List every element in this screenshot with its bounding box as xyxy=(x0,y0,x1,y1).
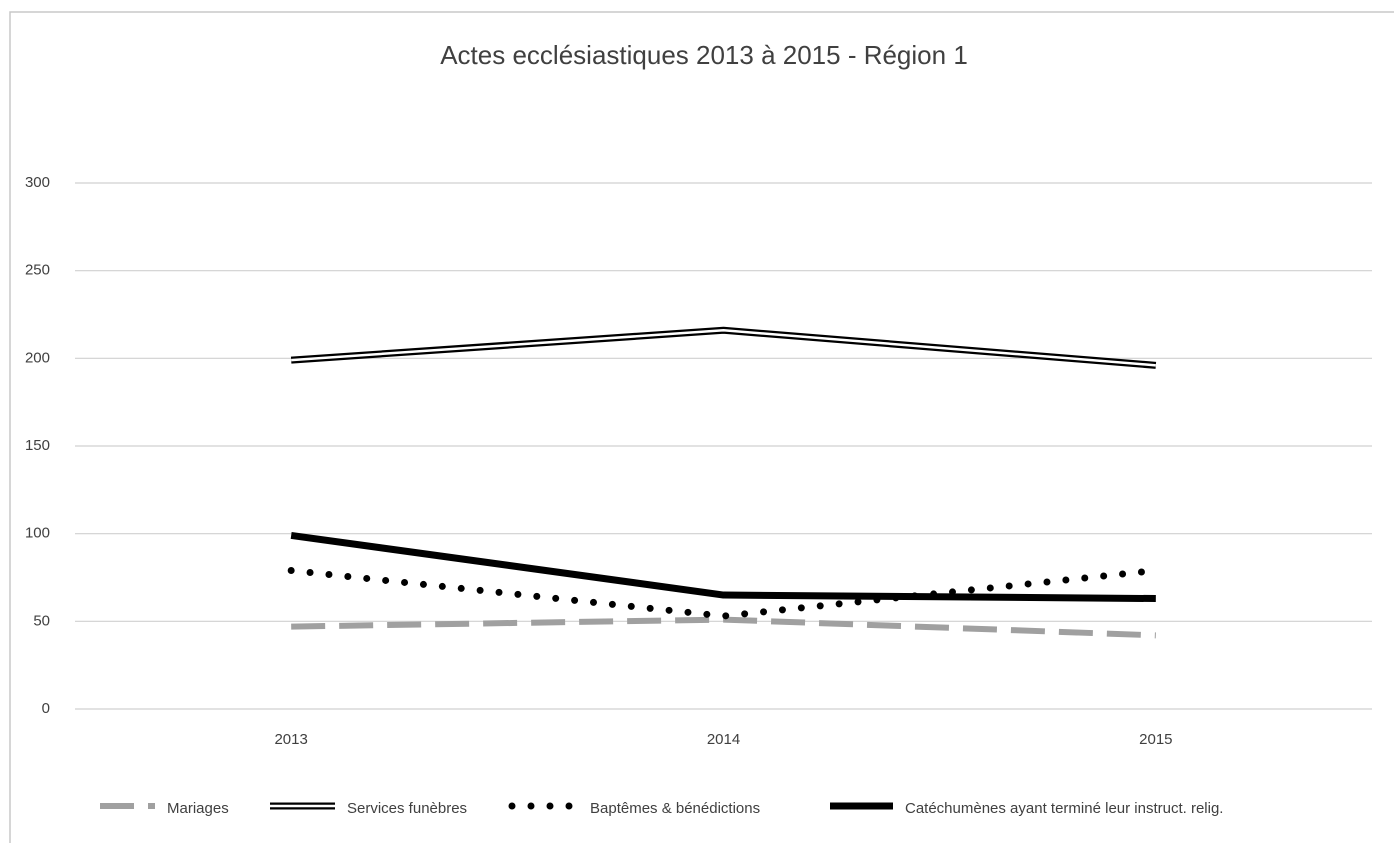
legend-label: Catéchumènes ayant terminé leur instruct… xyxy=(905,800,1223,817)
chart-frame xyxy=(9,11,1394,843)
y-tick-label: 150 xyxy=(25,437,50,454)
series-line xyxy=(287,566,1160,620)
legend-label: Services funèbres xyxy=(347,800,467,817)
x-tick-label: 2014 xyxy=(707,731,740,748)
series-line xyxy=(290,531,1156,603)
y-tick-label: 50 xyxy=(33,612,50,629)
y-tick-label: 250 xyxy=(25,262,50,279)
series-line xyxy=(291,616,1156,639)
series-line-inner xyxy=(291,329,1156,367)
chart-title: Actes ecclésiastiques 2013 à 2015 - Régi… xyxy=(440,40,968,70)
legend-label: Mariages xyxy=(167,800,229,817)
y-tick-label: 300 xyxy=(25,174,50,191)
legend-label: Baptêmes & bénédictions xyxy=(590,800,760,817)
y-tick-label: 200 xyxy=(25,349,50,366)
y-tick-label: 0 xyxy=(42,700,50,717)
y-tick-label: 100 xyxy=(25,525,50,542)
x-tick-label: 2013 xyxy=(274,731,307,748)
x-tick-label: 2015 xyxy=(1139,731,1172,748)
series-line xyxy=(290,326,1157,369)
